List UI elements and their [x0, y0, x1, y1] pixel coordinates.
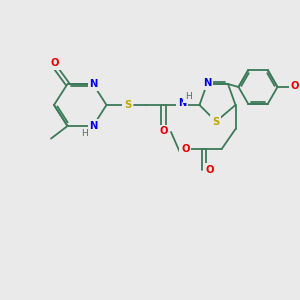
Text: O: O	[50, 58, 59, 68]
Text: O: O	[160, 126, 168, 136]
Text: S: S	[124, 100, 131, 110]
Text: O: O	[205, 165, 214, 175]
Text: O: O	[290, 81, 299, 92]
Text: O: O	[181, 144, 190, 154]
Text: N: N	[89, 121, 98, 131]
Text: N: N	[178, 98, 186, 108]
Text: S: S	[212, 117, 219, 127]
Text: H: H	[185, 92, 191, 101]
Text: N: N	[89, 79, 98, 89]
Text: N: N	[203, 78, 211, 88]
Text: H: H	[81, 129, 87, 138]
